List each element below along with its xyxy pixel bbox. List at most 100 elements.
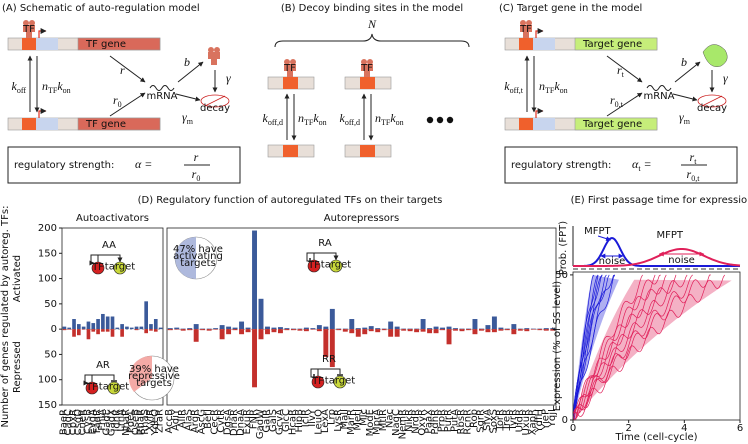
gene-label: TF gene — [85, 39, 126, 50]
promoter — [533, 118, 555, 130]
brace-label: N — [367, 17, 377, 31]
x-tick-label: MetJ — [352, 409, 363, 431]
x-tick-label: AdiY — [171, 408, 182, 431]
bar — [110, 316, 115, 330]
x-tick-label: UxuR — [521, 409, 532, 436]
bar — [96, 329, 100, 335]
strength-label: regulatory strength: — [14, 160, 114, 171]
text-part: k — [262, 111, 268, 125]
arrow — [597, 235, 612, 242]
x-tick-label: SgrR — [475, 409, 486, 433]
x-tick-label: 4 — [681, 423, 687, 434]
x-tick-label: QseB — [131, 409, 142, 435]
x-tick-label: XylR — [145, 409, 156, 432]
bar — [530, 329, 536, 330]
x-tick-label: RcnR — [462, 409, 473, 435]
text-part: γ — [182, 110, 187, 124]
mrna — [149, 85, 175, 91]
arrow — [109, 55, 146, 83]
x-tick-label: MtlR — [378, 409, 389, 431]
target-node — [333, 375, 347, 389]
annotation: noise — [599, 256, 626, 267]
bar — [375, 329, 381, 333]
x-tick-label: YdeO — [150, 409, 161, 437]
bar — [144, 329, 148, 334]
arrow — [674, 61, 701, 83]
promoter-arrow — [38, 28, 47, 38]
arrow — [177, 61, 204, 83]
bar — [101, 329, 105, 332]
x-tick-label: CsgD — [73, 409, 84, 436]
bar — [129, 327, 134, 330]
decay-slash — [701, 95, 723, 107]
text-part: r — [690, 150, 695, 164]
bar — [336, 329, 342, 331]
text-part: n — [539, 79, 545, 93]
bar — [200, 329, 206, 331]
x-tick-label: GalS — [268, 409, 279, 432]
tf-protein — [23, 25, 35, 38]
x-tick-label: RhaS — [140, 409, 151, 435]
bar — [485, 325, 491, 330]
bar — [239, 321, 245, 330]
bar — [472, 319, 478, 330]
bar — [193, 329, 199, 342]
y-tick-label: 50 — [44, 299, 57, 310]
trajectory — [572, 274, 607, 414]
x-tick-label: YdfH — [534, 409, 545, 434]
fraction-den: r0 — [192, 167, 201, 183]
bar — [381, 328, 387, 330]
tf-label: TF — [360, 63, 373, 74]
x-tick-label: NikR — [404, 409, 415, 432]
bar — [187, 328, 193, 330]
bar — [316, 329, 322, 332]
bar — [388, 321, 394, 330]
bar — [530, 328, 536, 330]
bar — [180, 328, 186, 330]
x-tick-label: FNR — [249, 409, 260, 429]
bar — [226, 329, 232, 335]
rate-label: rt — [617, 63, 625, 79]
text-part: off,d — [268, 118, 283, 127]
strength-box — [504, 146, 738, 184]
bar — [498, 329, 504, 331]
trajectory — [572, 274, 656, 421]
bar — [239, 329, 245, 335]
text-part: r — [113, 93, 118, 107]
brace — [274, 33, 470, 48]
tf-label: TF — [519, 24, 532, 35]
bar — [550, 329, 556, 331]
x-tick-label: YqjI — [547, 409, 558, 428]
text-part: off,t — [510, 86, 524, 95]
y-tick-label: 0 — [51, 324, 57, 335]
promoter — [533, 38, 555, 50]
x-tick-label: CecR — [210, 409, 221, 435]
bar — [277, 327, 283, 330]
tf-label: TF — [22, 24, 35, 35]
pie-label: targets — [180, 258, 216, 269]
bar — [81, 326, 86, 330]
gene-label: Target gene — [582, 119, 642, 130]
x-tick-label: BetI — [203, 409, 214, 429]
bar — [72, 329, 76, 337]
mrna — [646, 85, 672, 91]
text-part: t — [694, 157, 697, 166]
binding-site — [22, 118, 36, 130]
node-label: TF — [91, 262, 104, 273]
bar — [81, 329, 86, 330]
bar — [174, 327, 180, 330]
x-tick-label: ArgR — [190, 409, 201, 433]
bar — [149, 329, 153, 331]
arrow — [175, 93, 201, 102]
bar — [407, 329, 413, 332]
gene — [77, 37, 161, 51]
bar — [342, 328, 348, 330]
ellipsis-dot — [436, 116, 444, 124]
bar — [77, 324, 81, 330]
bar — [336, 328, 342, 330]
x-tick-label: SlyA — [482, 409, 493, 431]
bar — [433, 326, 439, 330]
text-part: t — [638, 164, 641, 173]
motif-self — [310, 368, 318, 378]
decay-label: decay — [697, 103, 727, 114]
